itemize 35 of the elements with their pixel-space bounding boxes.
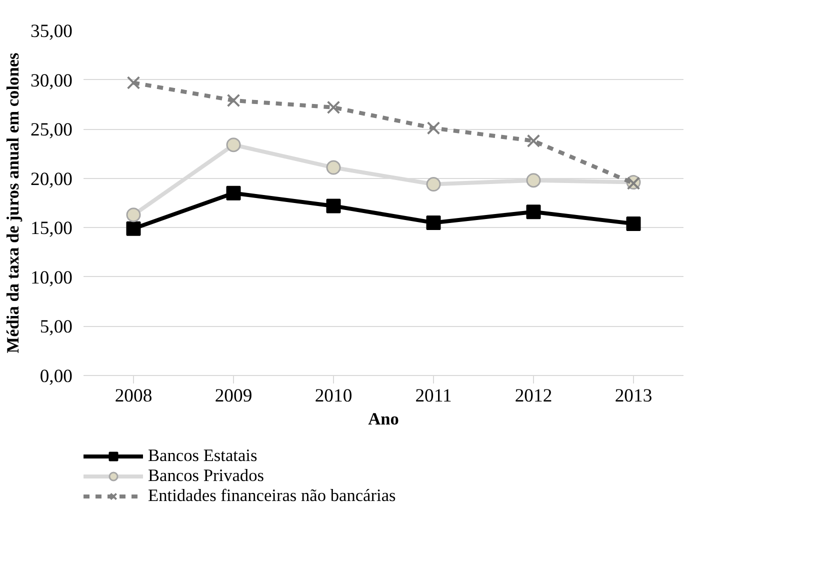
point	[326, 160, 341, 175]
x-tick-label: 2009	[214, 386, 252, 406]
point	[226, 138, 241, 152]
point	[126, 221, 141, 236]
y-tick-label: 30,00	[30, 70, 73, 92]
y-tick-label: 20,00	[30, 168, 73, 190]
y-tick-label: 15,00	[30, 218, 73, 240]
point	[326, 198, 341, 214]
point	[426, 215, 441, 230]
y-tick-label: 5,00	[40, 316, 73, 338]
point	[526, 204, 541, 220]
x-tick-label: 2013	[614, 386, 652, 406]
point	[426, 177, 441, 192]
point	[426, 121, 440, 135]
point	[126, 208, 141, 222]
point	[326, 100, 340, 114]
point	[226, 94, 240, 108]
point	[526, 173, 541, 188]
y-axis-title: Média da taxa de juros anual em colones	[4, 52, 23, 354]
legend-label: Entidades financeiras não bancárias	[148, 486, 396, 506]
x-tick-label: 2012	[514, 386, 552, 406]
x-tick-label: 2008	[114, 386, 152, 406]
y-tick-label: 10,00	[30, 267, 73, 288]
legend-label: Bancos Estatais	[148, 446, 258, 466]
point	[226, 186, 241, 200]
x-tick-label: 2011	[415, 386, 452, 406]
point	[626, 216, 641, 231]
y-tick-label: 25,00	[30, 120, 73, 141]
point	[526, 134, 540, 148]
x-tick-label: 2010	[314, 386, 352, 406]
x-axis-title: Ano	[368, 410, 399, 428]
y-tick-label: 35,00	[30, 21, 73, 42]
legend-label: Bancos Privados	[148, 466, 264, 486]
y-tick-label: 0,00	[40, 366, 73, 387]
point	[126, 76, 140, 90]
